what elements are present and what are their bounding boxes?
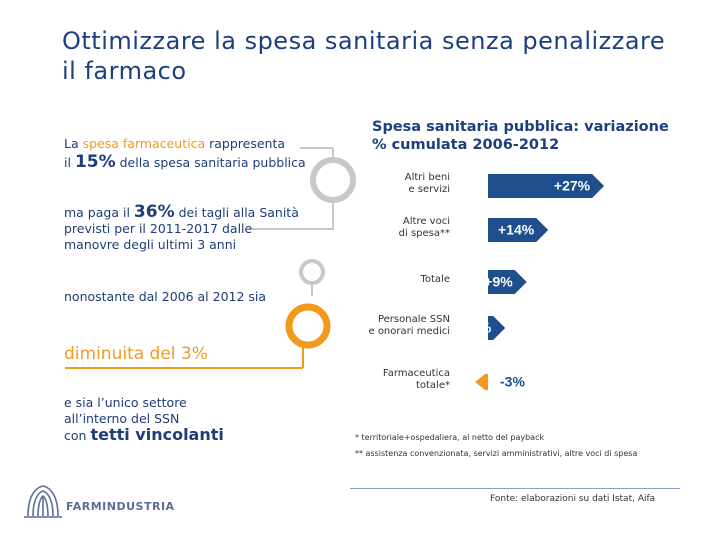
category-label-line2-3: e onorari medici	[368, 326, 450, 337]
farmindustria-logo-icon	[24, 485, 62, 518]
category-label-line2-0: e servizi	[408, 184, 450, 195]
left-block-5: e sia l’unico settore all’interno del SS…	[64, 395, 224, 444]
bar-4	[475, 374, 488, 390]
block1-line2-prefix: il	[64, 155, 71, 170]
bar-value-label-2: +9%	[484, 274, 513, 290]
block5-line3-prefix: con	[64, 428, 87, 443]
block5-line2: all’interno del SSN	[64, 411, 180, 426]
bar-group-2: +9%	[484, 270, 527, 294]
category-label-2: Totale	[340, 274, 450, 286]
left-block-1: La spesa farmaceutica rappresenta il 15%…	[64, 136, 306, 171]
source-note: Fonte: elaborazioni su dati Istat, Aifa	[490, 494, 656, 504]
title-line-2: il farmaco	[62, 57, 187, 85]
chart-title: Spesa sanitaria pubblica: variazione % c…	[372, 118, 669, 154]
left-block-3: nonostante dal 2006 al 2012 sia	[64, 289, 267, 304]
block1-line2-suffix: della spesa sanitaria pubblica	[119, 155, 306, 170]
category-label-line2-1: di spesa**	[398, 228, 450, 239]
bar-group-4: -3%	[475, 374, 525, 390]
circle-icon-orange	[285, 303, 331, 349]
block2-line3: manovre degli ultimi 3 anni	[64, 237, 237, 252]
title-line-1: Ottimizzare la spesa sanitaria senza pen…	[62, 27, 666, 55]
bar-0	[488, 174, 605, 198]
bar-value-label-4: -3%	[500, 374, 525, 390]
chart-title-line-1: Spesa sanitaria pubblica: variazione	[372, 119, 669, 135]
category-label-line1-3: Personale SSN	[377, 314, 450, 325]
block2-prefix: ma paga il	[64, 205, 130, 220]
category-label-line2-4: totale*	[415, 380, 450, 391]
category-label-line1-1: Altre voci	[402, 216, 450, 227]
footnote-2: ** assistenza convenzionata, servizi amm…	[355, 449, 638, 458]
left-block-4: diminuita del 3%	[64, 344, 208, 364]
page-title: Ottimizzare la spesa sanitaria senza pen…	[62, 26, 702, 86]
bar-value-label-0: +27%	[554, 178, 591, 194]
category-label-0: Altri beni e servizi	[340, 172, 450, 196]
block1-suffix: rappresenta	[209, 136, 286, 151]
category-label-line1-0: Altri beni	[404, 172, 450, 183]
block1-highlight: spesa farmaceutica	[82, 136, 206, 151]
category-label-line1-2: Totale	[420, 274, 450, 285]
bar-group-3: +4%	[463, 316, 506, 340]
bar-2	[488, 270, 527, 294]
block1-prefix: La	[64, 136, 79, 151]
bar-value-label-3: +4%	[463, 320, 492, 336]
block2-pct: 36%	[133, 202, 175, 222]
left-block-2: ma paga il 36% dei tagli alla Sanità pre…	[64, 204, 299, 253]
category-label-3: Personale SSN e onorari medici	[340, 314, 450, 338]
chart-title-line-2: % cumulata 2006-2012	[372, 137, 560, 153]
category-label-1: Altre voci di spesa**	[340, 216, 450, 240]
block1-pct: 15%	[74, 152, 116, 172]
footnote-1: * territoriale+ospedaliera, al netto del…	[355, 433, 545, 442]
block2-suffix: dei tagli alla Sanità	[178, 205, 299, 220]
logo-text: FARMINDUSTRIA	[66, 500, 175, 513]
block5-line1: e sia l’unico settore	[64, 395, 187, 410]
bar-value-label-1: +14%	[498, 222, 535, 238]
bar-1	[488, 218, 549, 242]
bar-3	[488, 316, 506, 340]
block5-line3-bold: tetti vincolanti	[90, 425, 224, 444]
bar-group-0: +27%	[488, 174, 605, 198]
block2-line2: previsti per il 2011-2017 dalle	[64, 221, 253, 236]
bar-group-1: +14%	[488, 218, 549, 242]
category-label-line1-4: Farmaceutica	[382, 368, 450, 379]
footer-divider	[350, 488, 680, 489]
category-label-4: Farmaceutica totale*	[340, 368, 450, 392]
